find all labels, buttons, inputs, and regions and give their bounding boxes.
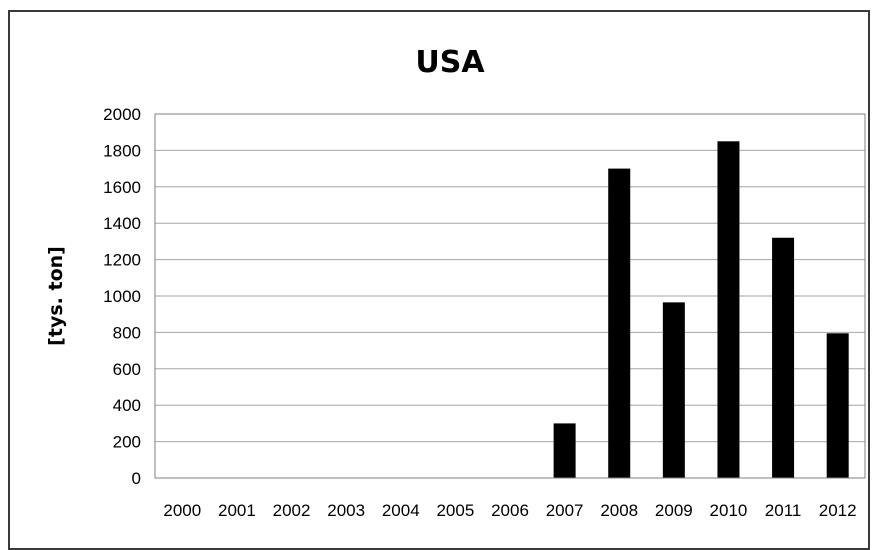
bar — [826, 333, 849, 478]
plot-area-border — [154, 113, 866, 479]
x-tick-label: 2005 — [436, 501, 474, 520]
y-axis-label: [tys. ton] — [45, 246, 67, 346]
x-tick-label: 2012 — [819, 501, 857, 520]
grid-lines — [155, 113, 865, 443]
bar — [553, 423, 576, 478]
bar — [717, 141, 740, 479]
chart-svg: USA [tys. ton] 0 200 400 600 800 1000 1200 1400… — [45, 45, 866, 520]
y-tick-label: 2000 — [103, 105, 141, 124]
bars — [553, 141, 849, 479]
bar — [662, 302, 685, 478]
x-tick-label: 2002 — [273, 501, 311, 520]
x-tick-label: 2004 — [382, 501, 420, 520]
y-tick-label: 1200 — [103, 251, 141, 270]
x-tick-label: 2001 — [218, 501, 256, 520]
y-tick-label: 200 — [113, 433, 141, 452]
y-tick-label: 1000 — [103, 287, 141, 306]
x-tick-label: 2009 — [655, 501, 693, 520]
y-tick-label: 1800 — [103, 141, 141, 160]
y-tick-label: 400 — [113, 396, 141, 415]
y-tick-label: 600 — [113, 360, 141, 379]
y-tick-labels: 0 200 400 600 800 1000 1200 1400 1600 1800 2000 — [103, 105, 141, 488]
x-tick-label: 2000 — [163, 501, 201, 520]
x-tick-label: 2011 — [765, 501, 802, 520]
y-tick-label: 1400 — [103, 214, 141, 233]
x-tick-labels: 2000 2001 2002 2003 2004 2005 2006 2007 2008 2009… — [163, 501, 856, 520]
x-tick-label: 2003 — [327, 501, 365, 520]
bar — [772, 237, 795, 478]
chart-title: USA — [415, 45, 485, 80]
y-tick-label: 800 — [113, 323, 141, 342]
x-tick-label: 2008 — [600, 501, 638, 520]
x-tick-label: 2010 — [710, 501, 748, 520]
x-tick-label: 2007 — [546, 501, 584, 520]
x-tick-label: 2006 — [491, 501, 529, 520]
bar — [608, 168, 631, 478]
y-tick-label: 1600 — [103, 178, 141, 197]
y-tick-label: 0 — [132, 469, 141, 488]
